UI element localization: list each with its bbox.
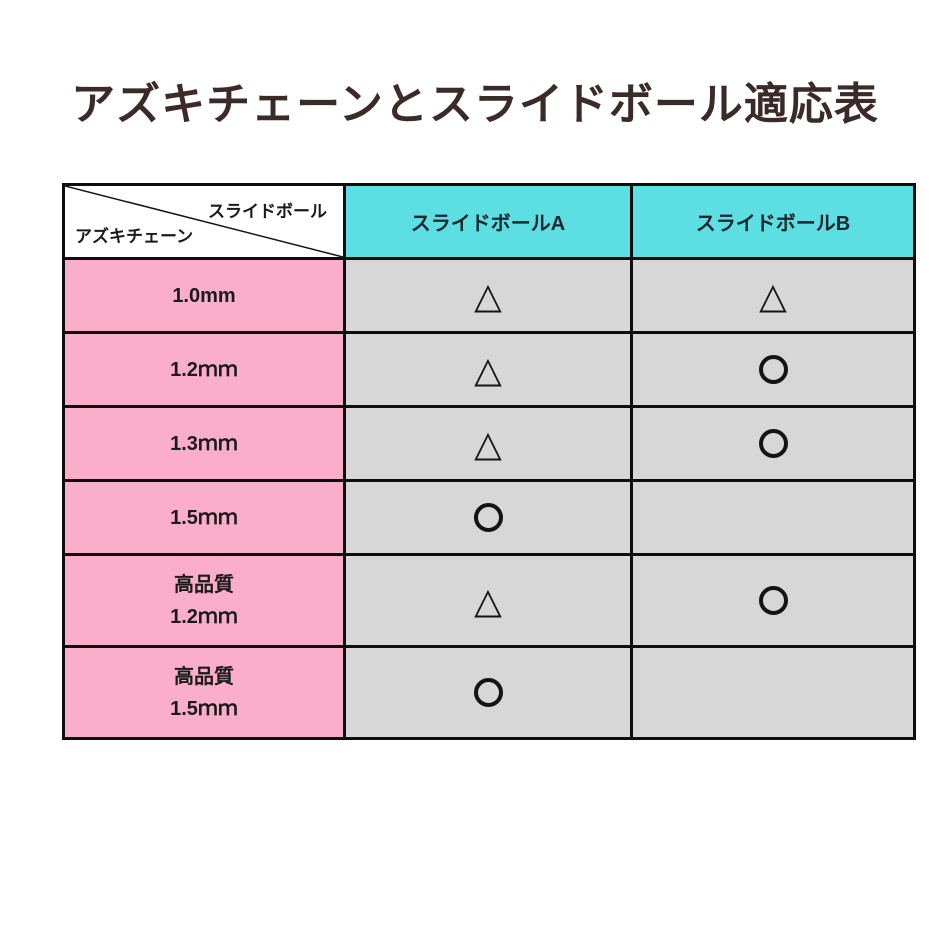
mark-cell-circle bbox=[630, 331, 916, 408]
triangle-mark: △ bbox=[759, 274, 787, 316]
triangle-mark: △ bbox=[474, 579, 502, 621]
mark-cell-empty bbox=[630, 479, 916, 556]
mark-cell-triangle: △ bbox=[630, 257, 916, 334]
diagonal-divider-line bbox=[65, 186, 343, 257]
row-label: 高品質 1.2ｍｍ bbox=[62, 553, 346, 648]
mark-cell-circle bbox=[630, 553, 916, 648]
table-row: 高品質 1.5ｍｍ bbox=[62, 645, 916, 740]
circle-mark bbox=[758, 586, 788, 615]
row-label-line: 高品質 bbox=[174, 665, 234, 688]
corner-row-axis-label: アズキチェーン bbox=[75, 227, 194, 246]
mark-cell-empty bbox=[630, 645, 916, 740]
row-label: 1.2ｍｍ bbox=[62, 331, 346, 408]
circle-mark bbox=[473, 503, 503, 532]
page-title: アズキチェーンとスライドボール適応表 bbox=[71, 80, 879, 129]
table-body: 1.0mm △ △ 1.2ｍｍ △ 1.3ｍｍ △ 1.5ｍｍ 高品質 1.2ｍｍ △ 高品質 1.5ｍ… bbox=[62, 257, 916, 740]
compatibility-table: スライドボール アズキチェーン スライドボールA スライドボールB 1.0mm △… bbox=[62, 183, 916, 740]
row-label-line: 高品質 bbox=[174, 573, 234, 596]
mark-cell-triangle: △ bbox=[343, 257, 633, 334]
triangle-mark: △ bbox=[474, 422, 502, 464]
circle-mark bbox=[758, 429, 788, 458]
mark-cell-triangle: △ bbox=[343, 405, 633, 482]
header-row: スライドボール アズキチェーン スライドボールA スライドボールB bbox=[62, 183, 916, 260]
mark-cell-circle bbox=[630, 405, 916, 482]
row-label-line: 1.5ｍｍ bbox=[170, 506, 238, 529]
row-label: 1.0mm bbox=[62, 257, 346, 334]
corner-column-axis-label: スライドボール bbox=[208, 202, 327, 221]
triangle-mark: △ bbox=[474, 348, 502, 390]
row-label-line: 1.3ｍｍ bbox=[170, 432, 238, 455]
row-label: 高品質 1.5ｍｍ bbox=[62, 645, 346, 740]
column-header-slideball-b: スライドボールB bbox=[630, 183, 916, 260]
mark-cell-circle bbox=[343, 479, 633, 556]
row-label-line: 1.2ｍｍ bbox=[170, 358, 238, 381]
column-header-slideball-a: スライドボールA bbox=[343, 183, 633, 260]
table-row: 1.5ｍｍ bbox=[62, 479, 916, 556]
mark-cell-triangle: △ bbox=[343, 553, 633, 648]
row-label-line: 1.0mm bbox=[172, 284, 236, 307]
table-row: 高品質 1.2ｍｍ △ bbox=[62, 553, 916, 648]
row-label: 1.5ｍｍ bbox=[62, 479, 346, 556]
table-row: 1.2ｍｍ △ bbox=[62, 331, 916, 408]
row-label-line: 1.5ｍｍ bbox=[170, 697, 238, 720]
row-label-line: 1.2ｍｍ bbox=[170, 605, 238, 628]
mark-cell-circle bbox=[343, 645, 633, 740]
table-row: 1.3ｍｍ △ bbox=[62, 405, 916, 482]
row-label: 1.3ｍｍ bbox=[62, 405, 346, 482]
circle-mark bbox=[473, 678, 503, 707]
table-row: 1.0mm △ △ bbox=[62, 257, 916, 334]
triangle-mark: △ bbox=[474, 274, 502, 316]
circle-mark bbox=[758, 355, 788, 384]
mark-cell-triangle: △ bbox=[343, 331, 633, 408]
corner-header-cell: スライドボール アズキチェーン bbox=[62, 183, 346, 260]
